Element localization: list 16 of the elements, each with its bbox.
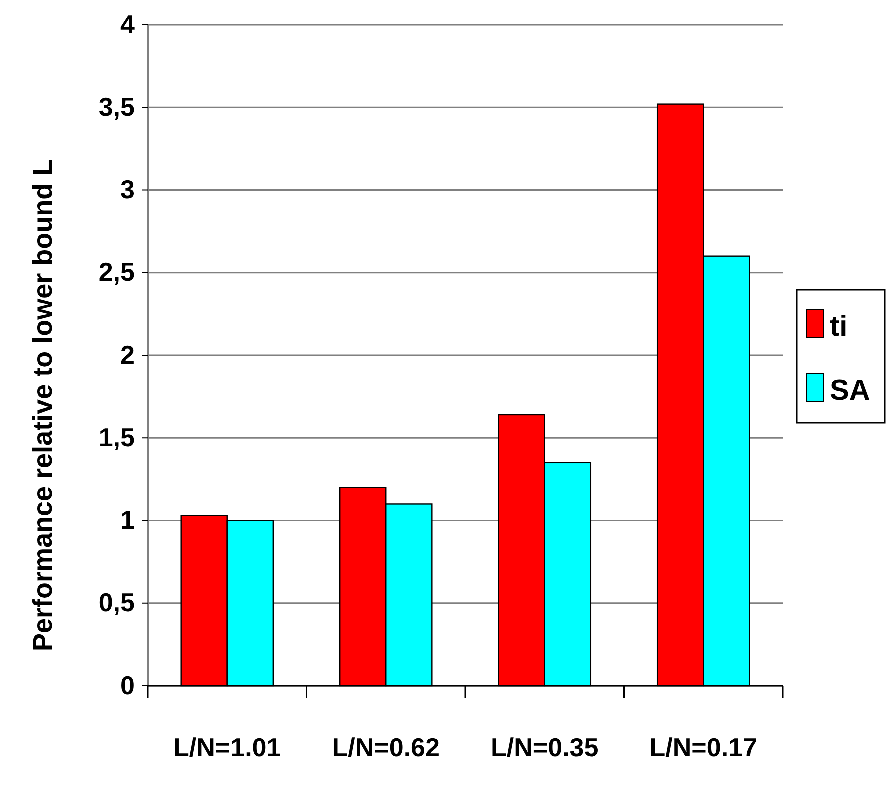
y-tick-label: 1 <box>120 505 135 536</box>
y-tick-label: 0,5 <box>98 588 135 618</box>
y-axis-title: Performance relative to lower bound L <box>28 159 58 652</box>
y-tick-label: 2 <box>120 340 135 370</box>
y-tick-label: 3 <box>120 174 135 205</box>
x-tick-label: L/N=0.17 <box>650 732 758 762</box>
y-tick-label: 2,5 <box>98 257 135 288</box>
y-tick-label: 3,5 <box>98 92 135 122</box>
x-tick-label: L/N=1.01 <box>174 732 282 762</box>
y-tick-label: 1,5 <box>98 422 135 452</box>
x-tick-label: L/N=0.62 <box>332 732 440 762</box>
y-tick-label: 4 <box>120 9 136 40</box>
y-tick-label: 0 <box>120 670 135 700</box>
legend-label: ti <box>830 311 848 343</box>
legend-label: SA <box>830 375 870 407</box>
x-tick-label: L/N=0.35 <box>491 732 599 762</box>
